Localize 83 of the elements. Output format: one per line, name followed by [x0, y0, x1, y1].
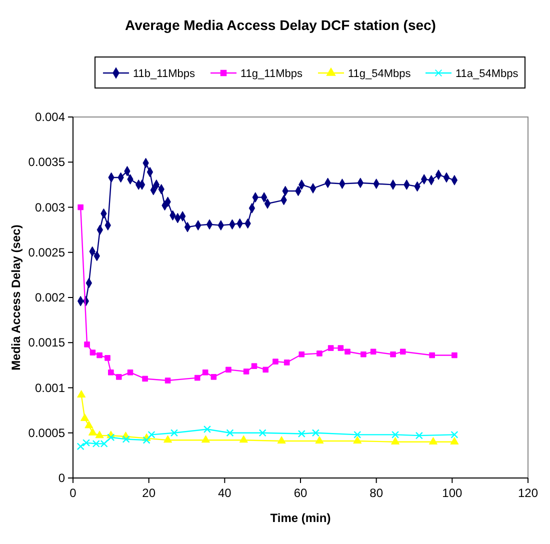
point [210, 374, 217, 380]
point [312, 429, 320, 437]
point [450, 437, 459, 444]
point [353, 436, 362, 444]
x-tick-label: 100 [442, 486, 462, 500]
point [239, 435, 248, 443]
y-tick-label: 0.0015 [28, 336, 66, 350]
point [360, 351, 366, 358]
point [77, 390, 86, 398]
point [80, 414, 90, 422]
point [272, 358, 278, 364]
point [104, 355, 110, 361]
point [262, 366, 269, 373]
point [96, 352, 102, 358]
point [400, 348, 406, 355]
point [450, 430, 458, 438]
point [142, 376, 148, 382]
legend-label: 11g_54Mbps [348, 68, 412, 80]
point [107, 434, 115, 442]
point [328, 345, 334, 351]
point [122, 435, 130, 443]
point [90, 350, 96, 356]
y-axis-title: Media Access Delay (sec) [9, 224, 23, 370]
legend-label: 11g_11Mbps [240, 68, 303, 80]
point [203, 425, 211, 434]
point [344, 348, 350, 355]
y-tick-label: 0.004 [34, 110, 66, 124]
y-tick-label: 0.001 [34, 380, 66, 395]
point [202, 370, 208, 376]
point [194, 374, 200, 381]
point [164, 435, 172, 443]
point [390, 351, 396, 358]
point [226, 429, 234, 437]
x-tick-label: 80 [370, 486, 384, 500]
y-tick-label: 0.0025 [28, 245, 66, 260]
point [452, 352, 458, 358]
point [170, 429, 178, 437]
point [428, 437, 438, 444]
x-tick-label: 60 [294, 486, 308, 500]
point [370, 348, 376, 355]
point [354, 430, 362, 438]
chart-title: Average Media Access Delay DCF station (sec) [125, 17, 436, 33]
point [251, 363, 258, 369]
point [84, 342, 90, 348]
point [277, 436, 286, 444]
x-tick-label: 0 [70, 486, 77, 500]
point [78, 204, 84, 210]
x-tick-label: 120 [518, 486, 538, 500]
y-tick-label: 0.003 [34, 200, 66, 214]
point [84, 420, 94, 428]
point [108, 370, 114, 376]
point [116, 374, 122, 380]
point [316, 350, 322, 356]
y-tick-label: 0 [58, 471, 66, 485]
point [243, 368, 250, 374]
point [315, 436, 324, 444]
y-tick-label: 0.0005 [28, 426, 66, 440]
point [142, 436, 150, 444]
point [148, 430, 156, 438]
point [95, 430, 104, 438]
x-axis-title: Time (min) [270, 511, 331, 525]
point [127, 370, 134, 376]
point [429, 352, 435, 358]
y-tick-label: 0.0035 [28, 155, 66, 170]
point [201, 435, 210, 443]
legend-label: 11a_54Mbps [456, 68, 519, 80]
y-tick-label: 0.002 [34, 290, 66, 304]
point [284, 360, 290, 366]
point [226, 366, 232, 373]
point [298, 430, 306, 438]
legend-label: 11b_11Mbps [133, 68, 196, 80]
x-tick-label: 20 [142, 486, 156, 500]
point [298, 351, 305, 358]
point [338, 345, 344, 351]
point [88, 428, 97, 436]
point [82, 439, 90, 447]
point [164, 378, 171, 384]
point [76, 442, 84, 450]
point [258, 429, 266, 437]
x-tick-label: 40 [218, 486, 232, 500]
point [391, 437, 400, 444]
point [392, 430, 400, 438]
point [415, 432, 423, 440]
